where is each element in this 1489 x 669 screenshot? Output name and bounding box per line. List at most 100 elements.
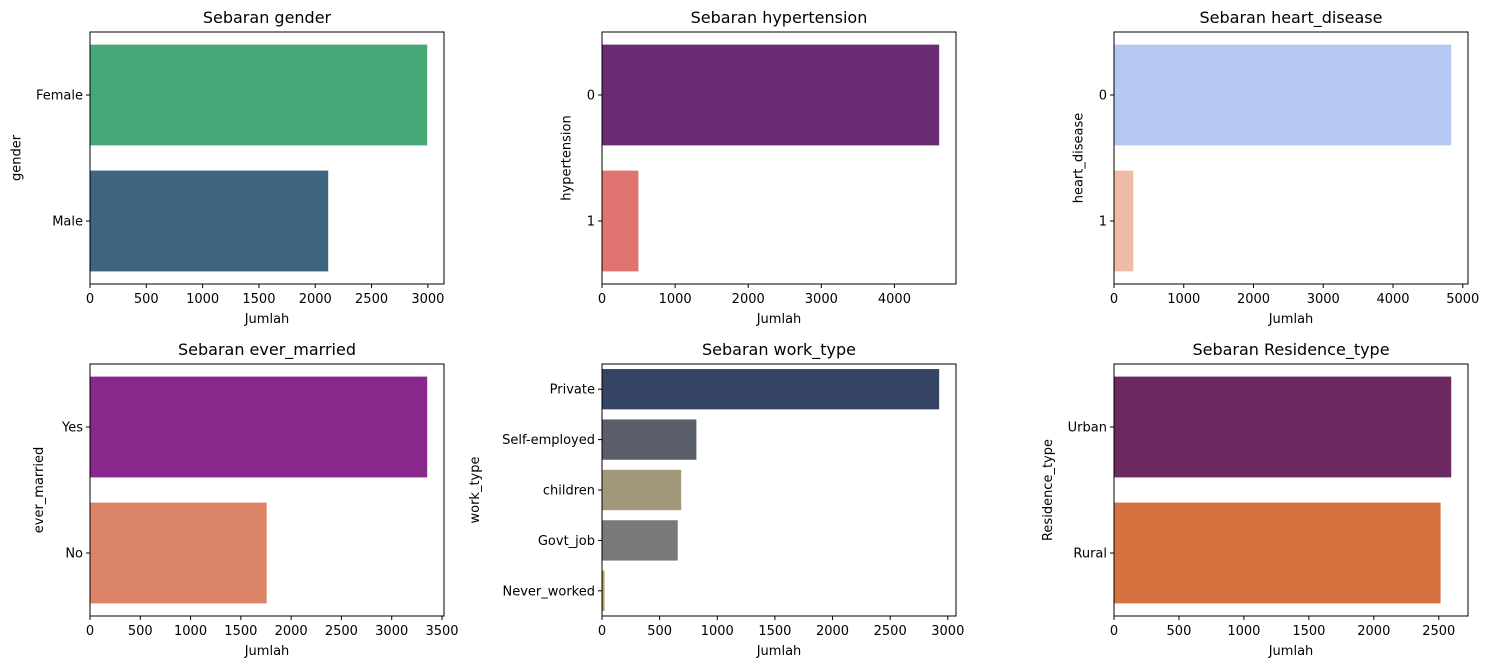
xtick-label: 4000 (878, 292, 911, 307)
xtick-label: 2500 (1422, 624, 1455, 639)
y-axis-label: Residence_type (1041, 439, 1056, 541)
ytick-label: Never_worked (502, 584, 595, 599)
x-axis-label: Jumlah (756, 644, 802, 659)
ytick-label: 0 (587, 89, 595, 104)
xtick-label: 0 (598, 624, 606, 639)
y-axis-label: gender (9, 134, 24, 181)
y-axis-label: ever_married (32, 447, 47, 534)
xtick-label: 1000 (174, 624, 207, 639)
xtick-label: 2500 (325, 624, 358, 639)
subplot-2: 0 1 0 1000 2000 3000 4000 5000 Sebaran heart_dis… (1071, 8, 1479, 327)
axes-frame (601, 31, 957, 285)
bar-rural (1114, 502, 1441, 604)
xtick-label: 3000 (805, 292, 838, 307)
ytick-label: Rural (1073, 547, 1107, 562)
xtick-label: 1000 (186, 292, 219, 307)
subplot-5: Urban Rural 0 500 1000 1500 2000 2500 Sebaran Re… (1041, 340, 1469, 659)
xtick-label: 1500 (224, 624, 257, 639)
x-axis-label: Jumlah (244, 644, 290, 659)
xtick-label: 1500 (242, 292, 275, 307)
chart-title: Sebaran work_type (702, 340, 856, 360)
xtick-label: 1000 (1227, 624, 1260, 639)
bar-yes (90, 376, 428, 478)
subplot-3: Yes No 0 500 1000 1500 2000 2500 3000 3500 Sebaran… (32, 340, 458, 659)
y-axis-label: work_type (468, 456, 483, 523)
xtick-label: 500 (647, 624, 672, 639)
ytick-label: Female (36, 89, 83, 104)
x-axis-label: Jumlah (756, 312, 802, 327)
ytick-label: 1 (587, 215, 595, 230)
xtick-label: 2000 (299, 292, 332, 307)
xtick-label: 500 (134, 292, 159, 307)
axes-frame (1113, 31, 1469, 285)
ytick-label: Yes (61, 421, 83, 436)
axes-frame (89, 363, 445, 617)
x-axis-label: Jumlah (1268, 644, 1314, 659)
axes-frame (601, 363, 957, 617)
xtick-label: 500 (1167, 624, 1192, 639)
ytick-label: No (65, 547, 83, 562)
ytick-label: 1 (1099, 215, 1107, 230)
bar-no (90, 502, 267, 604)
bar-govt-job (602, 520, 678, 561)
ytick-label: 0 (1099, 89, 1107, 104)
xtick-label: 0 (598, 292, 606, 307)
xtick-label: 4000 (1376, 292, 1409, 307)
xtick-label: 3500 (425, 624, 458, 639)
x-axis-label: Jumlah (1268, 312, 1314, 327)
xtick-label: 3000 (411, 292, 444, 307)
axes-frame (1113, 363, 1469, 617)
xtick-label: 2000 (275, 624, 308, 639)
xtick-label: 2000 (1237, 292, 1270, 307)
xtick-label: 0 (86, 292, 94, 307)
bar-urban (1114, 376, 1452, 478)
ytick-label: Self-employed (502, 433, 595, 448)
xtick-label: 2000 (732, 292, 765, 307)
axes-frame (89, 31, 445, 285)
xtick-label: 1500 (758, 624, 791, 639)
xtick-label: 3000 (375, 624, 408, 639)
xtick-label: 1500 (1292, 624, 1325, 639)
bar-1 (602, 170, 639, 272)
xtick-label: 1000 (659, 292, 692, 307)
y-axis-label: heart_disease (1071, 113, 1086, 204)
xtick-label: 2000 (1357, 624, 1390, 639)
chart-title: Sebaran heart_disease (1200, 8, 1383, 28)
xtick-label: 5000 (1446, 292, 1479, 307)
ytick-label: Govt_job (538, 534, 595, 549)
xtick-label: 3000 (931, 624, 964, 639)
chart-title: Sebaran Residence_type (1192, 340, 1389, 360)
xtick-label: 1000 (701, 624, 734, 639)
chart-title: Sebaran gender (203, 8, 332, 27)
xtick-label: 0 (1110, 292, 1118, 307)
bar-0 (602, 44, 940, 146)
chart-title: Sebaran hypertension (691, 8, 868, 27)
xtick-label: 1000 (1167, 292, 1200, 307)
subplot-0: Female Male 0 500 1000 1500 2000 2500 3000 Sebara… (9, 8, 445, 327)
x-axis-label: Jumlah (244, 312, 290, 327)
bar-male (90, 170, 329, 272)
bar-1 (1114, 170, 1134, 272)
xtick-label: 0 (86, 624, 94, 639)
xtick-label: 500 (128, 624, 153, 639)
bar-private (602, 369, 940, 410)
subplot-4: Private Self-employed children Govt_job Neve… (468, 340, 964, 659)
xtick-label: 2000 (816, 624, 849, 639)
bar-children (602, 469, 682, 511)
bar-never-worked (602, 570, 605, 611)
ytick-label: children (543, 484, 595, 499)
xtick-label: 0 (1110, 624, 1118, 639)
xtick-label: 2500 (874, 624, 907, 639)
ytick-label: Urban (1068, 421, 1107, 436)
subplot-1: 0 1 0 1000 2000 3000 4000 Sebaran hypertension J… (559, 8, 957, 327)
ytick-label: Private (550, 383, 595, 398)
chart-title: Sebaran ever_married (178, 340, 356, 360)
bar-0 (1114, 44, 1452, 146)
xtick-label: 2500 (355, 292, 388, 307)
bar-self-employed (602, 419, 697, 460)
ytick-label: Male (52, 215, 83, 230)
bar-female (90, 44, 428, 146)
xtick-label: 3000 (1307, 292, 1340, 307)
y-axis-label: hypertension (559, 115, 574, 200)
